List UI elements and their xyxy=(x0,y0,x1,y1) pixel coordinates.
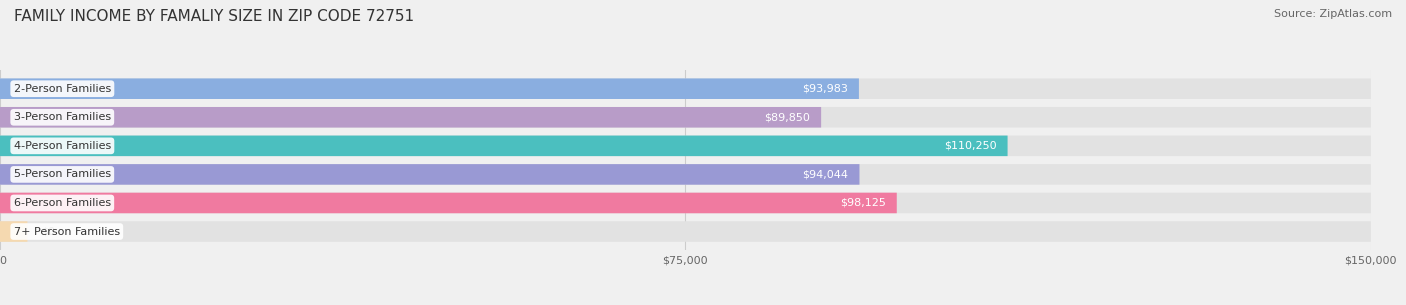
Text: 2-Person Families: 2-Person Families xyxy=(14,84,111,94)
FancyBboxPatch shape xyxy=(0,135,1008,156)
FancyBboxPatch shape xyxy=(0,78,859,99)
Text: 7+ Person Families: 7+ Person Families xyxy=(14,227,120,237)
FancyBboxPatch shape xyxy=(0,221,1371,242)
FancyBboxPatch shape xyxy=(0,107,821,127)
FancyBboxPatch shape xyxy=(0,193,1371,213)
Text: Source: ZipAtlas.com: Source: ZipAtlas.com xyxy=(1274,9,1392,19)
Text: FAMILY INCOME BY FAMALIY SIZE IN ZIP CODE 72751: FAMILY INCOME BY FAMALIY SIZE IN ZIP COD… xyxy=(14,9,415,24)
FancyBboxPatch shape xyxy=(0,78,1371,99)
Text: $0: $0 xyxy=(41,227,55,237)
Text: $94,044: $94,044 xyxy=(803,169,848,179)
Text: 4-Person Families: 4-Person Families xyxy=(14,141,111,151)
Text: 3-Person Families: 3-Person Families xyxy=(14,112,111,122)
FancyBboxPatch shape xyxy=(0,107,1371,127)
Text: $89,850: $89,850 xyxy=(765,112,810,122)
Text: 6-Person Families: 6-Person Families xyxy=(14,198,111,208)
FancyBboxPatch shape xyxy=(0,135,1371,156)
Text: $110,250: $110,250 xyxy=(943,141,997,151)
FancyBboxPatch shape xyxy=(0,164,859,185)
Text: $98,125: $98,125 xyxy=(839,198,886,208)
FancyBboxPatch shape xyxy=(0,221,28,242)
Text: $93,983: $93,983 xyxy=(801,84,848,94)
Text: 5-Person Families: 5-Person Families xyxy=(14,169,111,179)
FancyBboxPatch shape xyxy=(0,193,897,213)
FancyBboxPatch shape xyxy=(0,164,1371,185)
